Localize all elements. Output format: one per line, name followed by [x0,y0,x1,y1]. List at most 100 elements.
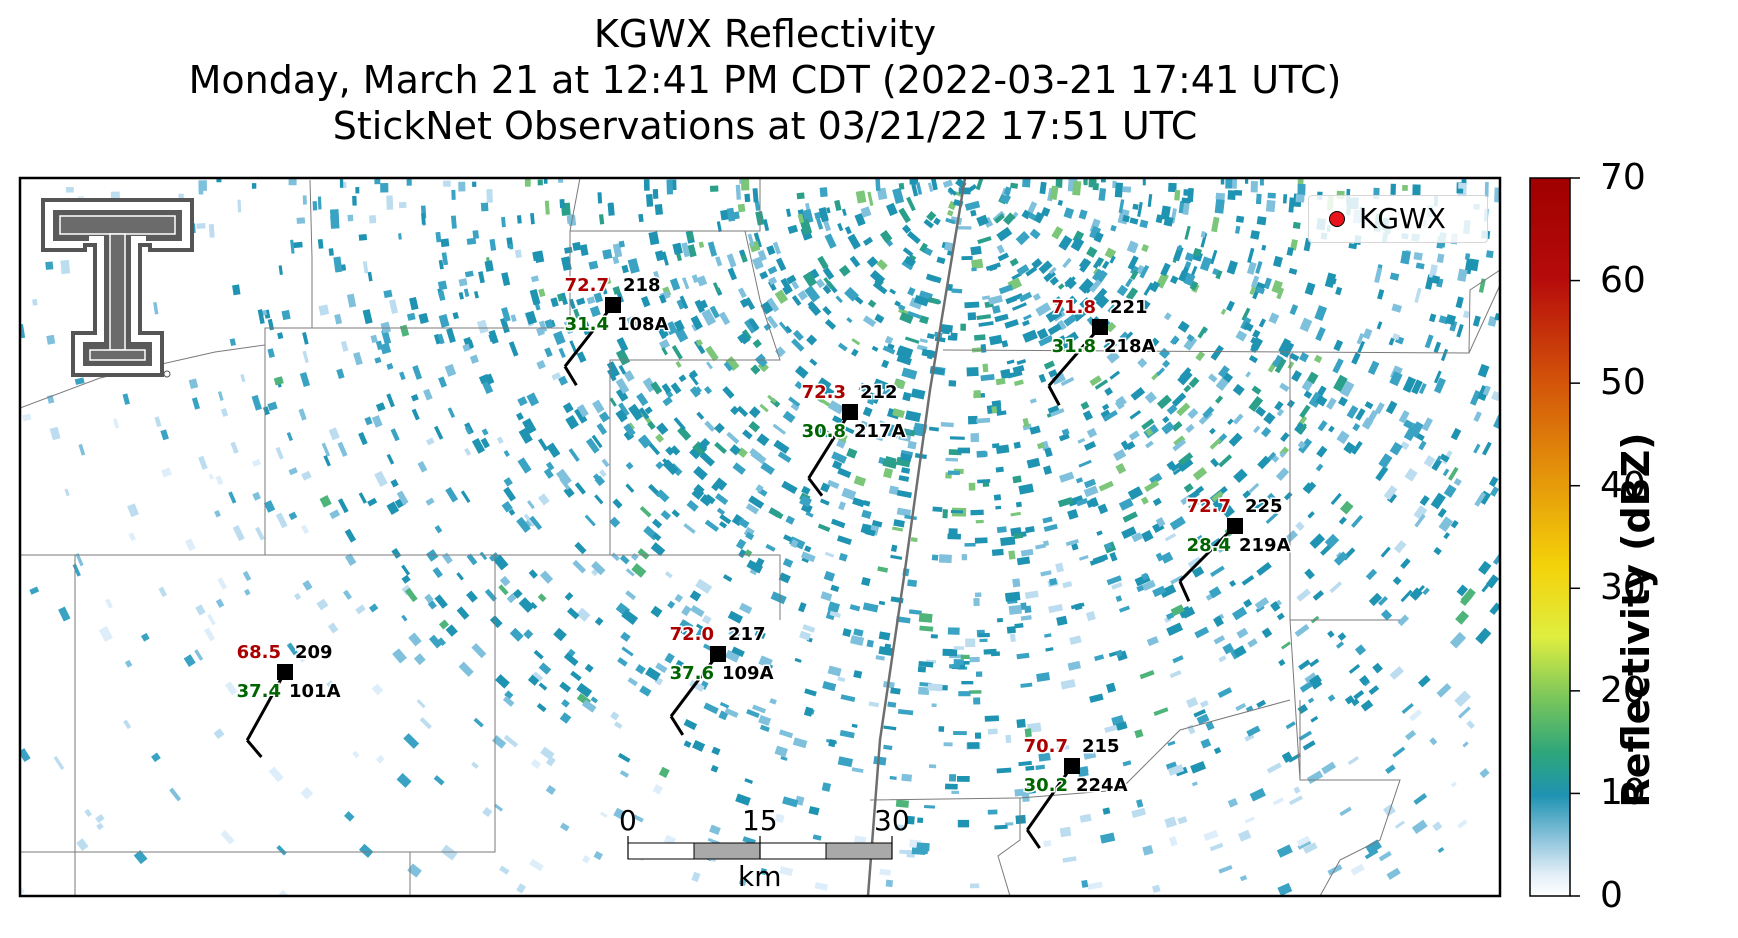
reflectivity-gate [798,602,807,613]
reflectivity-gate [1173,246,1184,262]
reflectivity-gate [537,179,543,186]
reflectivity-gate [1316,445,1328,458]
reflectivity-gate [1282,194,1288,204]
reflectivity-gate [797,290,808,301]
reflectivity-gate [984,715,1000,722]
reflectivity-gate [1295,194,1305,203]
reflectivity-gate [1141,418,1155,430]
reflectivity-gate [1437,507,1447,518]
reflectivity-gate [1359,675,1370,686]
reflectivity-gate [1405,729,1417,741]
station-marker-icon [605,297,621,313]
reflectivity-gate [1020,602,1027,610]
reflectivity-gate [674,593,684,603]
reflectivity-gate [723,361,733,372]
reflectivity-gate [1037,442,1045,450]
reflectivity-gate [903,255,917,268]
station-marker-icon [1227,518,1243,534]
reflectivity-gate [704,420,716,432]
reflectivity-gate [1127,255,1139,271]
reflectivity-gate [1367,360,1380,376]
reflectivity-gate [1423,455,1436,468]
reflectivity-gate [503,477,513,487]
reflectivity-gate [1297,840,1312,850]
reflectivity-gate [1162,359,1171,368]
reflectivity-gate [528,569,538,579]
reflectivity-gate [1144,391,1157,404]
reflectivity-gate [1093,231,1104,243]
reflectivity-gate [837,222,844,232]
reflectivity-gate [996,617,1004,623]
reflectivity-gate [1027,212,1037,221]
reflectivity-gate [1059,826,1072,838]
reflectivity-gate [851,723,858,729]
reflectivity-gate [1169,516,1186,531]
reflectivity-gate [964,200,981,211]
station-marker-icon [1064,758,1080,774]
reflectivity-gate [1031,258,1043,269]
reflectivity-gate [1212,268,1219,276]
reflectivity-gate [263,500,276,513]
reflectivity-gate [787,224,799,234]
reflectivity-gate [652,532,662,542]
station-dewpoint: 30.8 [802,421,846,442]
reflectivity-gate [1104,340,1117,352]
reflectivity-gate [508,508,516,516]
reflectivity-gate [758,655,773,669]
reflectivity-gate [1035,543,1047,550]
reflectivity-gate [615,409,628,423]
reflectivity-gate [480,437,490,449]
reflectivity-gate [1413,793,1428,805]
reflectivity-gate [1320,544,1332,556]
reflectivity-gate [1252,498,1268,513]
reflectivity-gate [1141,244,1149,253]
reflectivity-gate [928,426,939,432]
reflectivity-gate [905,410,922,423]
reflectivity-gate [371,683,384,696]
reflectivity-gate [1105,321,1117,333]
reflectivity-gate [951,790,960,795]
reflectivity-gate [947,335,957,341]
reflectivity-gate [925,273,942,284]
reflectivity-gate [590,696,599,704]
reflectivity-gate [704,493,716,505]
reflectivity-gate [815,278,826,289]
reflectivity-gate [625,590,637,601]
station-temperature: 70.7 [1024,736,1068,757]
reflectivity-gate [1170,575,1184,585]
reflectivity-gate [460,490,471,503]
reflectivity-gate [1389,666,1404,680]
reflectivity-gate [803,706,814,717]
reflectivity-gate [1078,278,1094,294]
reflectivity-gate [621,264,629,274]
reflectivity-gate [681,605,692,617]
reflectivity-gate [762,219,770,232]
station-id: 224A [1076,775,1128,796]
reflectivity-gate [576,607,591,622]
reflectivity-gate [822,680,837,692]
reflectivity-gate [1022,329,1038,343]
reflectivity-gate [654,250,665,262]
reflectivity-gate [778,572,791,584]
reflectivity-gate [1351,352,1361,365]
reflectivity-gate [665,446,675,456]
reflectivity-gate [1169,275,1179,285]
reflectivity-gate [251,183,257,189]
reflectivity-gate [346,293,357,308]
reflectivity-gate [953,646,965,650]
reflectivity-gate [823,277,835,290]
reflectivity-gate [996,226,1013,242]
reflectivity-gate [1339,380,1355,398]
reflectivity-gate [841,487,857,501]
wind-barb-flag [1026,829,1041,849]
reflectivity-gate [553,330,566,346]
reflectivity-gate [1136,584,1145,593]
reflectivity-gate [1015,230,1030,246]
reflectivity-gate [1102,409,1118,422]
reflectivity-gate [822,218,831,232]
reflectivity-gate [896,489,912,499]
reflectivity-gate [1254,596,1270,610]
reflectivity-gate [64,488,70,497]
